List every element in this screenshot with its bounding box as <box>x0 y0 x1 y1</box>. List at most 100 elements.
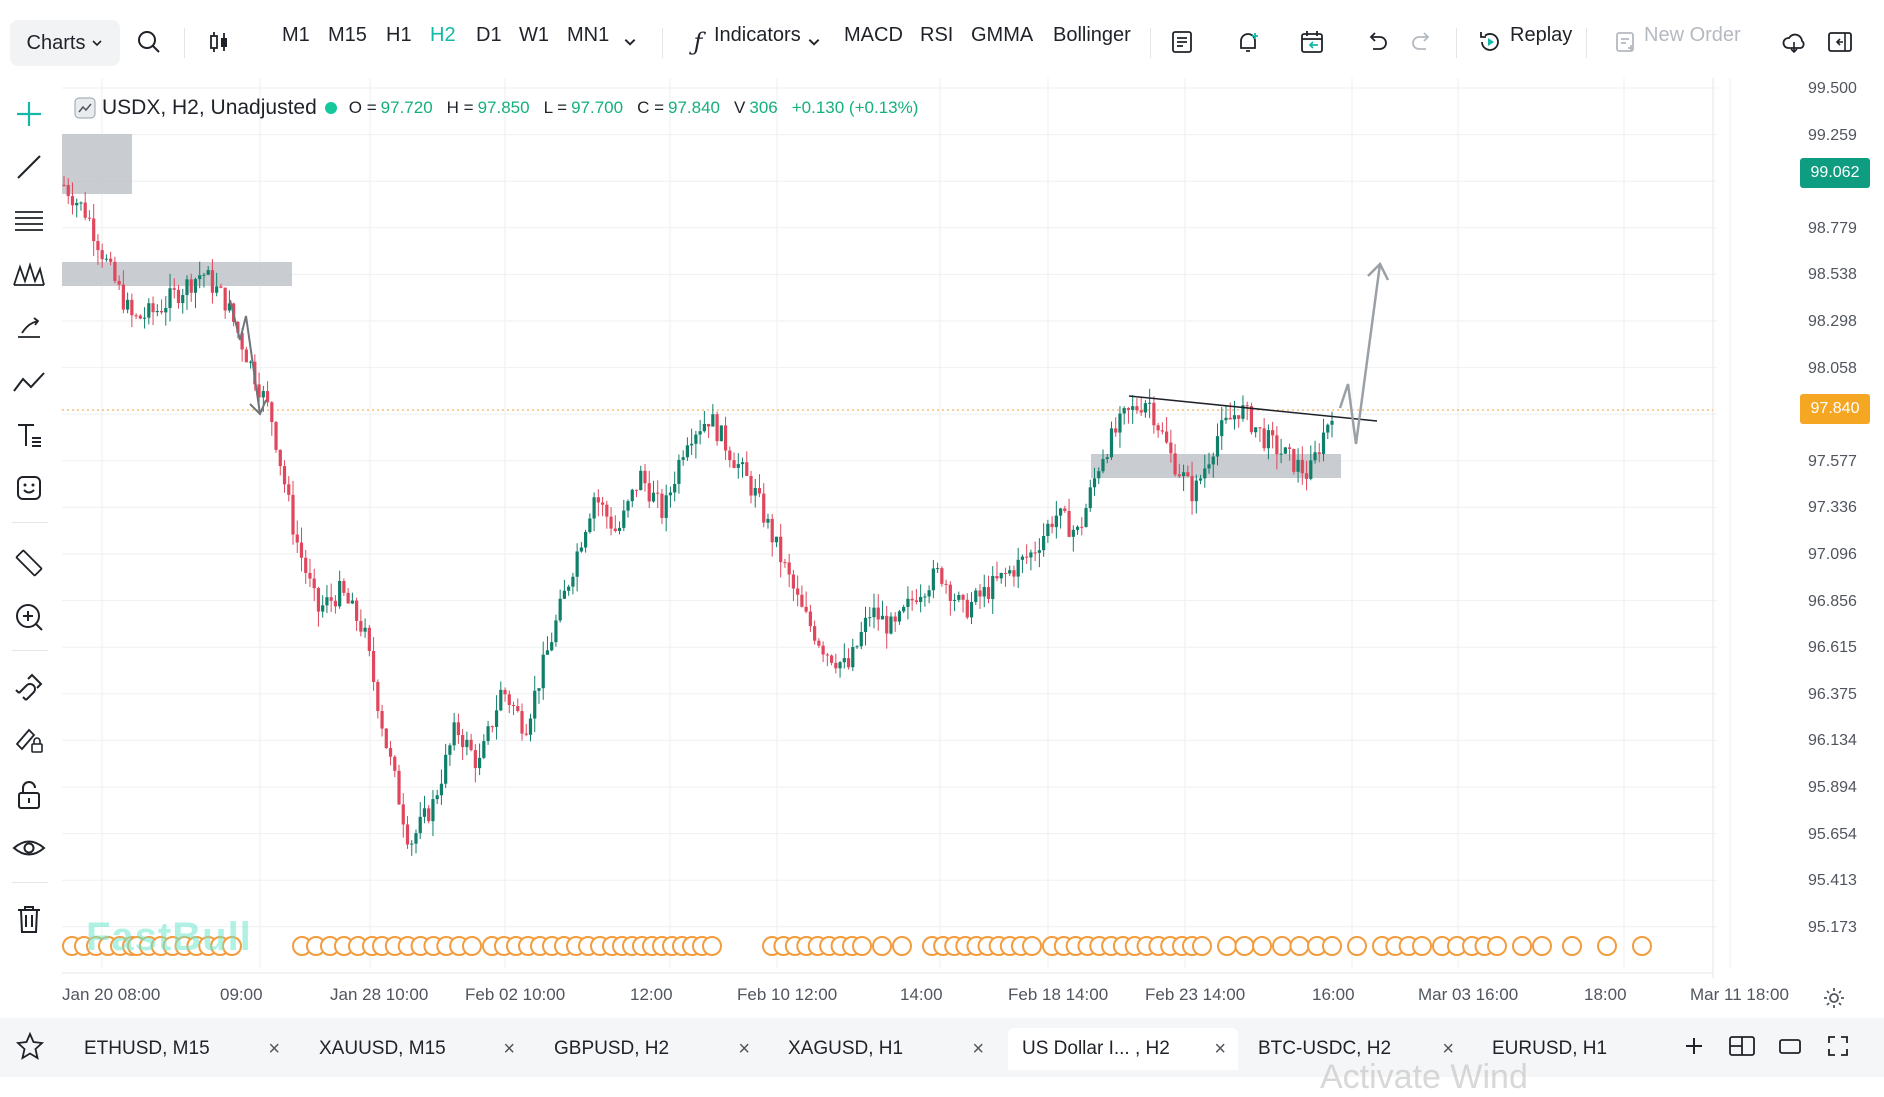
timeframe-more-chevron-icon[interactable] <box>612 24 648 60</box>
candle-body <box>1126 408 1131 410</box>
candle-body <box>1020 556 1025 560</box>
candle-body <box>558 598 562 621</box>
candle-body <box>1317 452 1321 455</box>
search-icon[interactable] <box>131 24 167 60</box>
tab-btc-usdc[interactable]: BTC-USDC, H2 × <box>1244 1028 1466 1070</box>
candle-body <box>1054 515 1058 528</box>
replay-icon[interactable] <box>1472 24 1508 60</box>
calendar-icon[interactable] <box>1294 24 1330 60</box>
candle-body <box>1165 431 1169 443</box>
timeframe-h1[interactable]: H1 <box>386 24 412 46</box>
pattern-icon[interactable] <box>8 253 50 295</box>
close-icon[interactable]: × <box>268 1037 280 1060</box>
time-axis-label: Feb 02 10:00 <box>465 985 566 1004</box>
candle-body <box>906 598 910 607</box>
redo-icon[interactable] <box>1404 24 1440 60</box>
candle-body <box>350 600 354 604</box>
collapse-panel-icon[interactable] <box>1822 24 1858 60</box>
candle-body <box>673 483 677 493</box>
zoom-in-icon[interactable] <box>8 596 50 638</box>
close-icon[interactable]: × <box>1442 1037 1454 1060</box>
emoji-icon[interactable] <box>8 467 50 509</box>
timeframe-h2[interactable]: H2 <box>430 24 456 46</box>
candle-body <box>482 741 486 758</box>
tab-gbpusd[interactable]: GBPUSD, H2 × <box>540 1028 762 1070</box>
candle-body <box>299 542 304 558</box>
new-order-icon[interactable] <box>1608 24 1644 60</box>
open-value: 97.720 <box>380 98 433 117</box>
tab-xagusd[interactable]: XAGUSD, H1 × <box>774 1028 996 1070</box>
tab-us-dollar-index[interactable]: US Dollar I... , H2 × <box>1008 1028 1238 1070</box>
close-icon[interactable]: × <box>1214 1037 1226 1060</box>
new-order-button[interactable]: New Order <box>1644 24 1741 46</box>
projection-tool-icon[interactable] <box>8 307 50 349</box>
symbol-title[interactable]: USDX, H2, Unadjusted <box>102 96 317 119</box>
fibonacci-icon[interactable] <box>8 200 50 242</box>
tab-xauusd[interactable]: XAUUSD, M15 × <box>305 1028 527 1070</box>
candle-body <box>711 414 715 427</box>
indicator-gmma[interactable]: GMMA <box>971 24 1034 46</box>
path-tool-icon[interactable] <box>8 361 50 403</box>
function-icon[interactable]: ƒ <box>693 28 703 56</box>
candle-body <box>622 510 626 528</box>
close-icon[interactable]: × <box>738 1037 750 1060</box>
indicator-macd[interactable]: MACD <box>844 24 903 46</box>
magnet-icon[interactable] <box>8 666 50 708</box>
low-value: 97.700 <box>571 98 624 117</box>
timeframe-w1[interactable]: W1 <box>519 24 549 46</box>
close-icon[interactable]: × <box>503 1037 515 1060</box>
candle-body <box>1181 472 1186 477</box>
candle-body <box>1097 471 1101 479</box>
candle-body <box>189 279 193 293</box>
indicators-button[interactable]: Indicators <box>714 24 801 46</box>
split-layout-icon[interactable] <box>1724 1028 1760 1064</box>
charts-menu-button[interactable]: Charts <box>10 20 120 66</box>
event-marker <box>462 936 482 956</box>
cloud-sync-icon[interactable] <box>1776 24 1812 60</box>
candlestick-type-icon[interactable] <box>201 24 237 60</box>
candle-body <box>1148 402 1152 404</box>
unlock-icon[interactable] <box>8 774 50 816</box>
crosshair-icon[interactable] <box>8 93 50 135</box>
timeframe-m1[interactable]: M1 <box>282 24 310 46</box>
undo-icon[interactable] <box>1359 24 1395 60</box>
template-icon[interactable] <box>1164 24 1200 60</box>
tab-label: ETHUSD, M15 <box>84 1038 210 1059</box>
candle-body <box>329 597 333 601</box>
eye-icon[interactable] <box>8 827 50 869</box>
add-tab-icon[interactable] <box>1676 1028 1712 1064</box>
chart-settings-gear-icon[interactable] <box>1816 980 1852 1016</box>
price-axis-label: 96.856 <box>1808 592 1857 610</box>
indicator-rsi[interactable]: RSI <box>920 24 954 46</box>
candle-body <box>1313 452 1317 461</box>
candle-body <box>96 241 100 251</box>
alert-bell-icon[interactable] <box>1230 24 1266 60</box>
candle-body <box>910 598 914 601</box>
tab-eurusd[interactable]: EURUSD, H1 <box>1478 1028 1678 1070</box>
close-icon[interactable]: × <box>972 1037 984 1060</box>
tab-ethusd[interactable]: ETHUSD, M15 × <box>70 1028 292 1070</box>
brush-lock-icon[interactable] <box>8 719 50 761</box>
trendline-icon[interactable] <box>8 146 50 188</box>
open-key: O = <box>348 98 377 117</box>
arrowhead <box>249 399 267 416</box>
candle-body <box>168 288 172 309</box>
timeframe-d1[interactable]: D1 <box>476 24 502 46</box>
indicator-bollinger[interactable]: Bollinger <box>1053 24 1131 46</box>
candle-body <box>248 361 253 363</box>
single-layout-icon[interactable] <box>1772 1028 1808 1064</box>
text-tool-icon[interactable] <box>8 414 50 456</box>
replay-button[interactable]: Replay <box>1510 24 1573 46</box>
timeframe-mn1[interactable]: MN1 <box>567 24 610 46</box>
candle-body <box>605 504 609 517</box>
price-chart[interactable] <box>62 78 1797 993</box>
timeframe-m15[interactable]: M15 <box>328 24 367 46</box>
time-axis-label: Jan 20 08:00 <box>62 985 161 1004</box>
ruler-icon[interactable] <box>8 542 50 584</box>
candle-body <box>694 434 698 444</box>
fullscreen-icon[interactable] <box>1820 1028 1856 1064</box>
indicators-chevron-icon[interactable] <box>796 24 832 60</box>
favorite-star-icon[interactable] <box>12 1028 48 1064</box>
candle-body <box>342 580 346 593</box>
trash-icon[interactable] <box>8 898 50 940</box>
